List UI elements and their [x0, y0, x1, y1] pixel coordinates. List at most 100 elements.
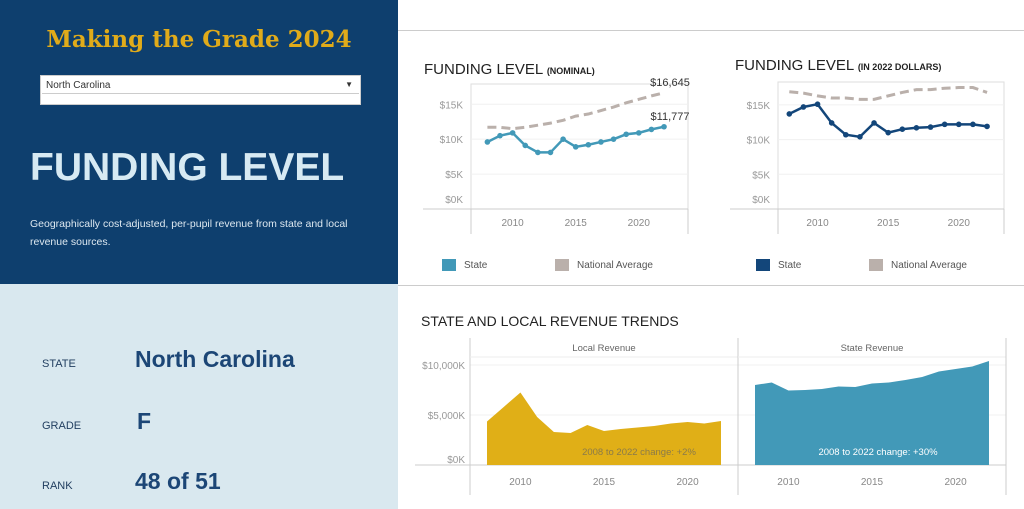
state-data-point [661, 123, 667, 130]
rank-value: 48 of 51 [135, 468, 221, 494]
chart-subtitle: (IN 2022 DOLLARS) [857, 62, 942, 72]
x-tick-label: 2020 [628, 218, 651, 229]
y-tick-label: $0K [752, 195, 770, 206]
y-tick-label: $5,000K [428, 411, 466, 422]
legend-swatch [869, 259, 883, 271]
state-select[interactable]: North Carolina ▼ [40, 75, 361, 105]
legend-label: National Average [891, 259, 967, 271]
state-data-point [623, 131, 629, 138]
x-tick-label: 2015 [877, 218, 900, 229]
legend-item-state[interactable]: State [756, 259, 801, 271]
state-data-point [814, 101, 821, 108]
x-tick-label: 2015 [565, 218, 588, 229]
x-tick-label: 2010 [806, 218, 829, 229]
state-revenue-area [755, 361, 989, 465]
state-data-point [560, 136, 566, 142]
x-tick-label: 2020 [944, 477, 967, 488]
panel-header: State Revenue [841, 343, 904, 354]
plot-frame [777, 81, 1005, 210]
state-data-point [871, 120, 877, 126]
change-annotation: 2008 to 2022 change: +2% [582, 447, 696, 458]
state-data-point [885, 129, 891, 136]
state-data-point [984, 123, 990, 130]
end-value-label: $16,645 [650, 77, 690, 89]
x-tick-label: 2010 [777, 477, 800, 488]
chevron-down-icon[interactable]: ▼ [345, 80, 353, 89]
panel-header: Local Revenue [572, 343, 635, 354]
y-tick-label: $15K [747, 101, 771, 112]
state-data-point [800, 104, 807, 110]
y-tick-label: $5K [752, 170, 770, 181]
chart-title-nominal: FUNDING LEVEL (NOMINAL) [424, 61, 595, 78]
state-data-point [535, 149, 541, 156]
state-data-point [547, 149, 554, 156]
national-average-line [487, 91, 665, 131]
state-data-point [648, 126, 655, 133]
state-data-point [610, 136, 617, 142]
state-select-field[interactable]: North Carolina ▼ [42, 77, 359, 94]
state-label: STATE [42, 358, 76, 370]
y-tick-label: $0K [445, 195, 463, 206]
section-description: Geographically cost-adjusted, per-pupil … [30, 218, 348, 248]
legend-swatch [555, 259, 569, 271]
chart-title-revenue: STATE AND LOCAL REVENUE TRENDS [421, 313, 679, 329]
legend-label: National Average [577, 259, 653, 271]
grade-label: GRADE [42, 420, 82, 432]
y-tick-label: $5K [445, 170, 463, 181]
rank-label: RANK [42, 480, 73, 492]
state-data-point [497, 132, 503, 139]
state-data-point [635, 130, 642, 136]
legend-swatch [756, 259, 770, 271]
chart-title-text: FUNDING LEVEL [424, 61, 543, 78]
state-data-point [522, 142, 529, 149]
change-annotation: 2008 to 2022 change: +30% [818, 447, 938, 458]
state-data-point [509, 130, 516, 136]
state-data-point [484, 139, 491, 145]
state-data-point [572, 144, 579, 150]
state-data-point [956, 121, 962, 128]
legend-item-national[interactable]: National Average [555, 259, 653, 271]
y-tick-label: $10K [440, 135, 464, 146]
state-data-point [585, 141, 592, 148]
y-tick-label: $15K [440, 100, 464, 111]
state-data-point [927, 124, 934, 130]
legend-label: State [778, 259, 802, 271]
x-tick-label: 2010 [509, 477, 532, 488]
legend-item-national[interactable]: National Average [869, 259, 967, 271]
chart-title-text: FUNDING LEVEL [735, 57, 854, 74]
local-revenue-area [487, 392, 721, 465]
y-tick-label: $0K [447, 455, 465, 466]
state-data-point [786, 111, 793, 117]
intro-panel: Making the Grade 2024 North Carolina ▼ F… [0, 0, 398, 284]
section-heading: FUNDING LEVEL [30, 146, 345, 189]
state-select-value: North Carolina [46, 80, 111, 91]
legend-swatch [442, 259, 456, 271]
divider [398, 285, 1024, 286]
summary-panel: STATE North Carolina GRADE F RANK 48 of … [0, 284, 398, 509]
x-tick-label: 2015 [593, 477, 616, 488]
state-data-point [843, 131, 849, 138]
x-tick-label: 2020 [948, 218, 971, 229]
x-tick-label: 2020 [676, 477, 699, 488]
divider [398, 30, 1024, 31]
state-data-point [941, 121, 948, 128]
state-data-point [899, 126, 906, 132]
x-tick-label: 2015 [861, 477, 884, 488]
state-data-point [828, 120, 835, 126]
legend-label: State [464, 259, 488, 271]
state-data-point [970, 121, 976, 128]
grade-value: F [137, 408, 152, 434]
legend-item-state[interactable]: State [442, 259, 487, 271]
chart-subtitle: (NOMINAL) [546, 66, 595, 76]
state-data-point [857, 134, 863, 140]
national-average-line [789, 86, 988, 101]
x-tick-label: 2010 [502, 218, 525, 229]
y-tick-label: $10,000K [422, 361, 465, 372]
state-data-point [598, 139, 604, 145]
dashboard-title: Making the Grade 2024 [46, 26, 352, 53]
state-data-point [913, 125, 920, 131]
state-value: North Carolina [135, 346, 295, 372]
chart-title-real: FUNDING LEVEL (IN 2022 DOLLARS) [735, 57, 941, 74]
y-tick-label: $10K [747, 136, 771, 147]
